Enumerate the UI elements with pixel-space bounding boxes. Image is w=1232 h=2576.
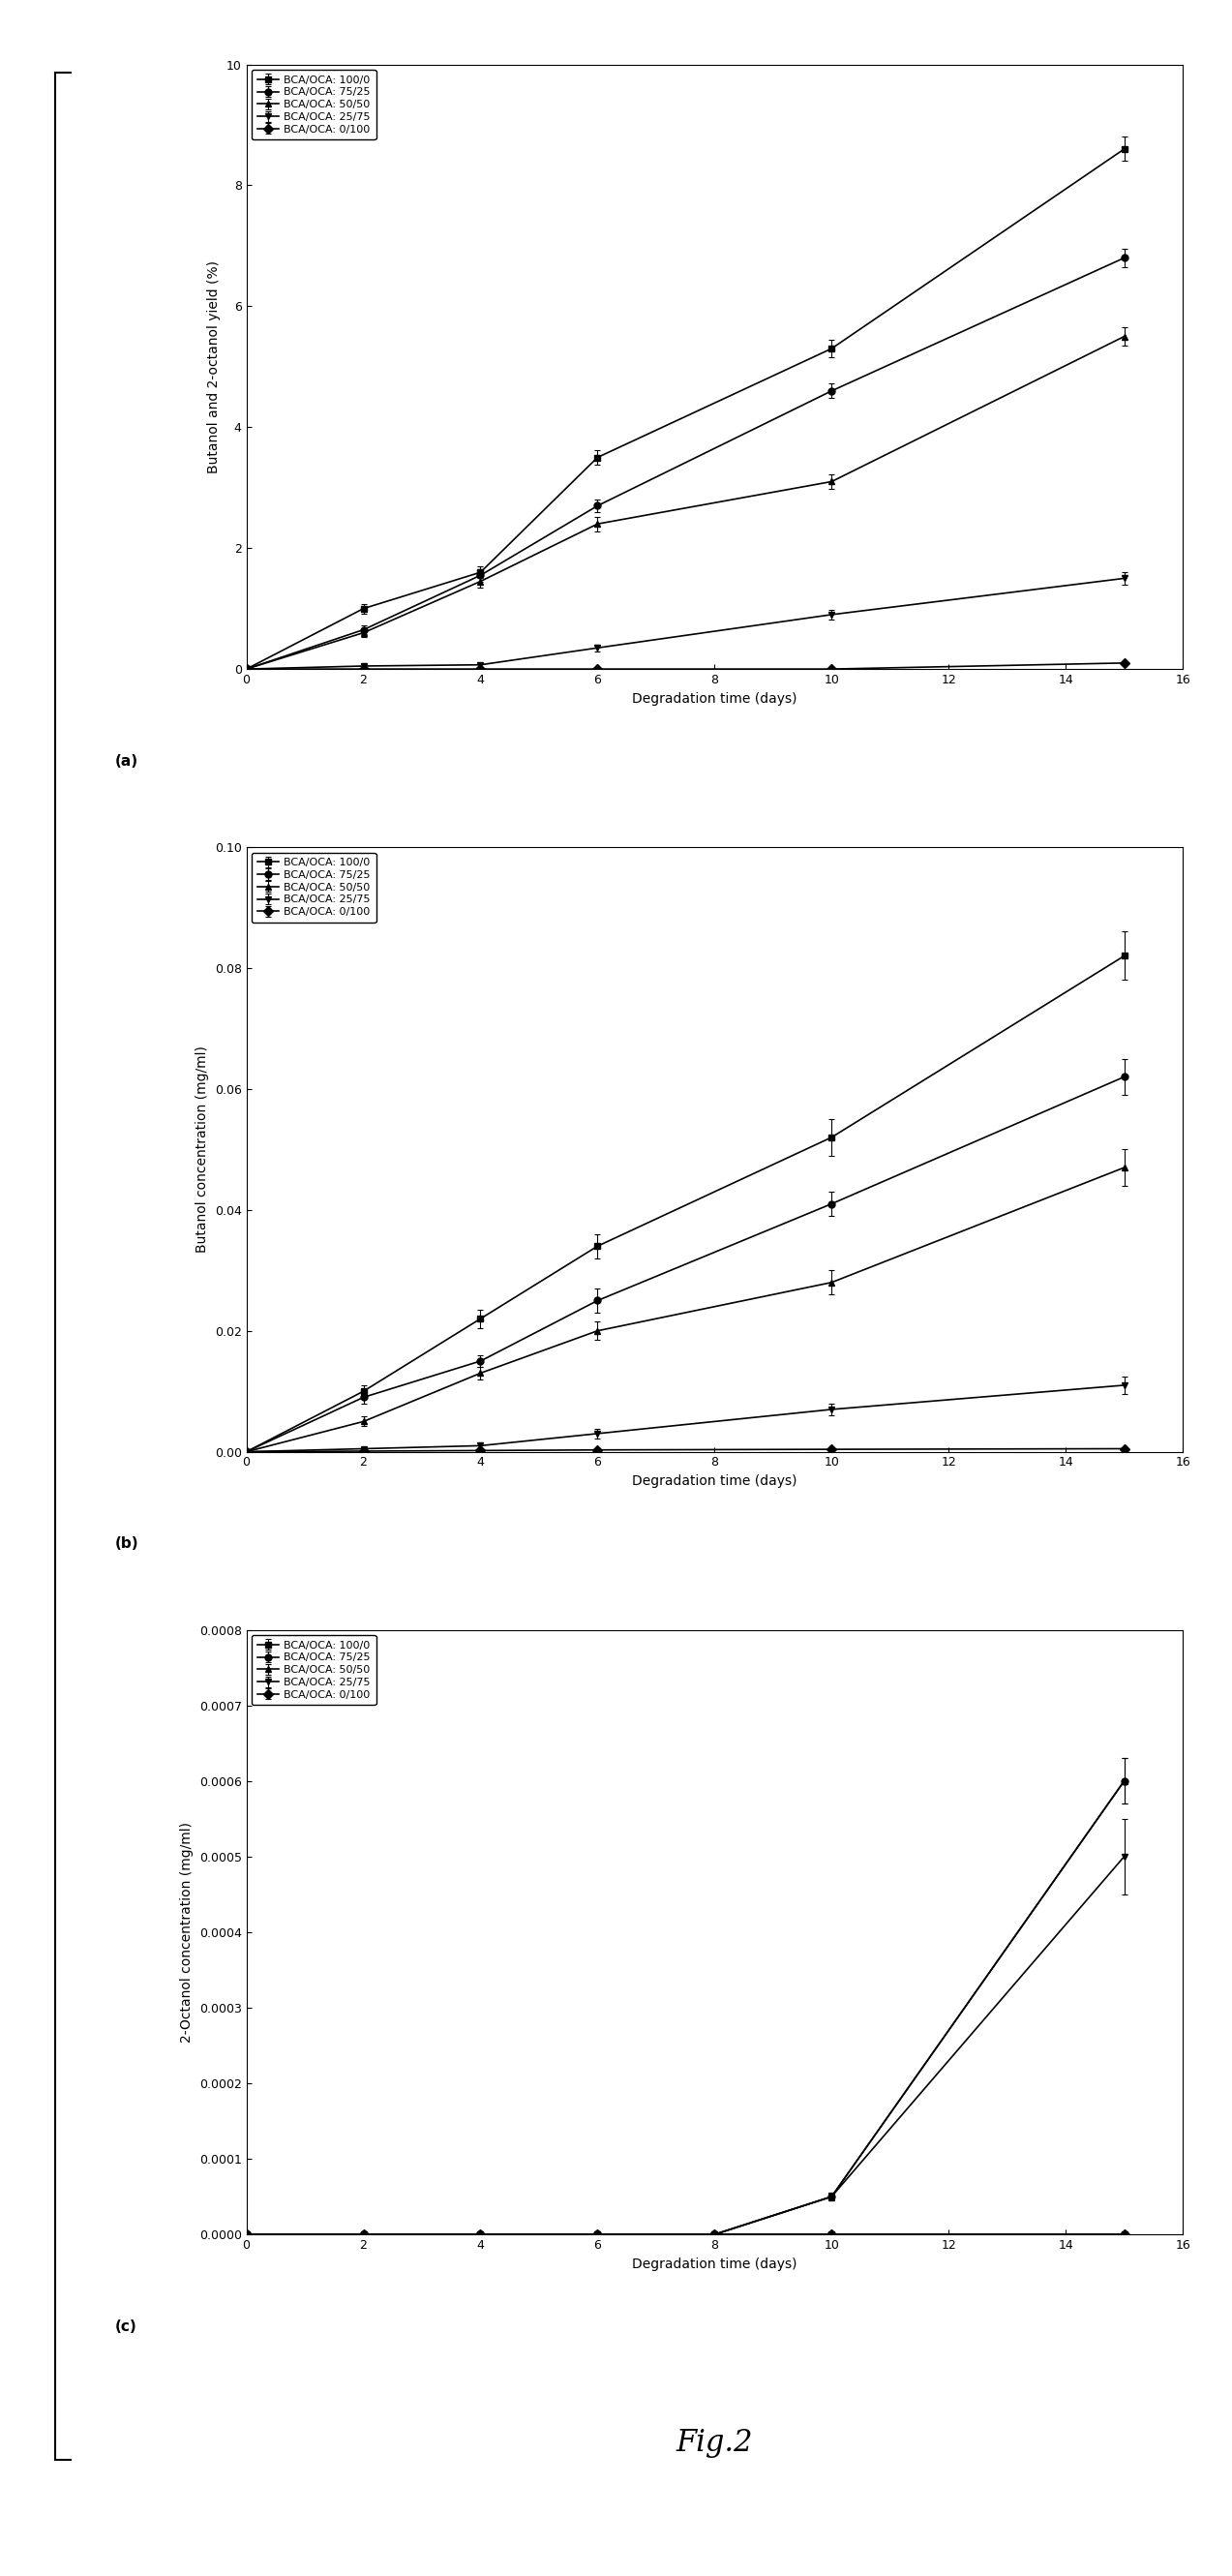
Legend: BCA/OCA: 100/0, BCA/OCA: 75/25, BCA/OCA: 50/50, BCA/OCA: 25/75, BCA/OCA: 0/100: BCA/OCA: 100/0, BCA/OCA: 75/25, BCA/OCA:… (251, 70, 376, 139)
X-axis label: Degradation time (days): Degradation time (days) (632, 1473, 797, 1489)
Legend: BCA/OCA: 100/0, BCA/OCA: 75/25, BCA/OCA: 50/50, BCA/OCA: 25/75, BCA/OCA: 0/100: BCA/OCA: 100/0, BCA/OCA: 75/25, BCA/OCA:… (251, 1636, 376, 1705)
Y-axis label: Butanol concentration (mg/ml): Butanol concentration (mg/ml) (196, 1046, 209, 1252)
Text: (a): (a) (116, 755, 139, 768)
Legend: BCA/OCA: 100/0, BCA/OCA: 75/25, BCA/OCA: 50/50, BCA/OCA: 25/75, BCA/OCA: 0/100: BCA/OCA: 100/0, BCA/OCA: 75/25, BCA/OCA:… (251, 853, 376, 922)
X-axis label: Degradation time (days): Degradation time (days) (632, 2257, 797, 2269)
Text: (b): (b) (116, 1535, 139, 1551)
Text: (c): (c) (116, 2318, 137, 2334)
Y-axis label: Butanol and 2-octanol yield (%): Butanol and 2-octanol yield (%) (207, 260, 221, 474)
X-axis label: Degradation time (days): Degradation time (days) (632, 693, 797, 706)
Y-axis label: 2-Octanol concentration (mg/ml): 2-Octanol concentration (mg/ml) (180, 1821, 193, 2043)
Text: Fig.2: Fig.2 (676, 2427, 753, 2458)
